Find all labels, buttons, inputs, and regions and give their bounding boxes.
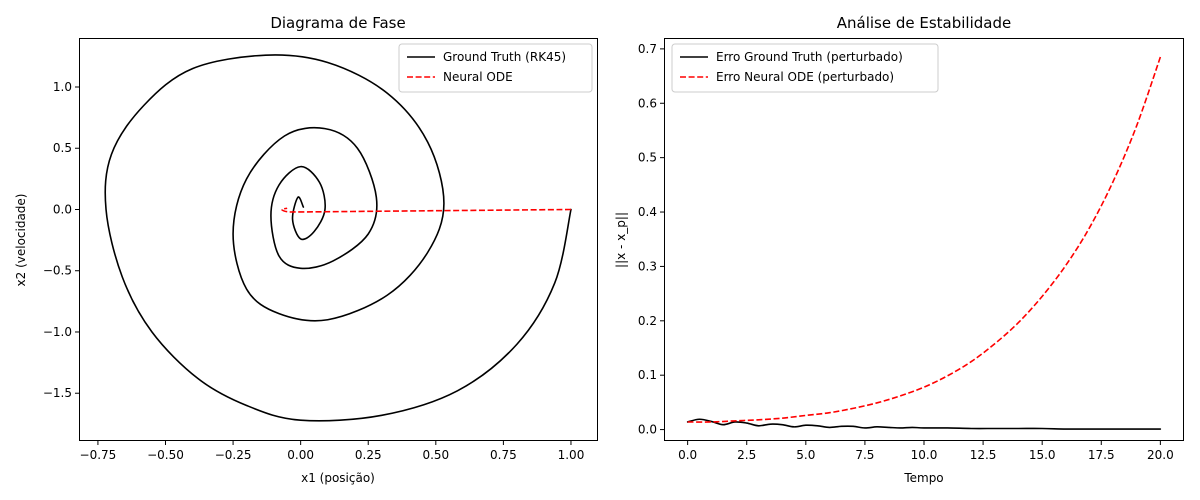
stability-legend: Erro Ground Truth (perturbado) Erro Neura… — [671, 43, 939, 93]
phase-diagram-ytick-label: −1.0 — [43, 325, 72, 339]
stability-ytick-label: 0.0 — [638, 423, 657, 437]
stability-ytick-label: 0.3 — [638, 259, 657, 273]
phase-diagram-series-line-1 — [280, 207, 571, 213]
stability-legend-label-0: Erro Ground Truth (perturbado) — [716, 50, 903, 64]
phase-diagram-xlabel: x1 (posição) — [301, 471, 375, 485]
stability-xtick-label: 2.5 — [737, 448, 756, 462]
stability-series-layer — [686, 56, 1162, 430]
phase-diagram-ytick-label: 1.0 — [53, 80, 72, 94]
phase-diagram-xtick-label: 1.00 — [558, 448, 585, 462]
phase-diagram-legend: Ground Truth (RK45) Neural ODE — [398, 43, 593, 93]
stability-ytick-label: 0.6 — [638, 96, 657, 110]
phase-diagram-ytick-label: −0.5 — [43, 264, 72, 278]
stability-xtick-label: 17.5 — [1088, 448, 1115, 462]
stability-ytick-label: 0.4 — [638, 205, 657, 219]
stability-plot-area: 0.0 2.5 5.0 7.5 10.0 12.5 15.0 17.5 20.0 0.0 0.1 0.… — [638, 38, 1184, 462]
stability-series-line-0 — [686, 418, 1162, 430]
stability-xlabel: Tempo — [903, 471, 943, 485]
stability-legend-label-1: Erro Neural ODE (perturbado) — [716, 70, 894, 84]
stability-xtick-label: 0.0 — [678, 448, 697, 462]
stability-ytick-label: 0.5 — [638, 151, 657, 165]
phase-diagram-panel: Diagrama de Fase x1 (posição) x2 (veloci… — [14, 14, 598, 485]
phase-diagram-xtick-label: −0.25 — [215, 448, 252, 462]
phase-diagram-legend-label-1: Neural ODE — [443, 70, 513, 84]
stability-xtick-label: 20.0 — [1147, 448, 1174, 462]
stability-legend-box — [671, 43, 939, 93]
stability-series-line-1 — [687, 56, 1162, 423]
stability-ytick-label: 0.1 — [638, 368, 657, 382]
stability-title: Análise de Estabilidade — [837, 14, 1011, 32]
stability-panel: Análise de Estabilidade Tempo ||x - x_p|… — [614, 14, 1184, 485]
phase-diagram-legend-box — [398, 43, 593, 93]
phase-diagram-ylabel: x2 (velocidade) — [14, 194, 28, 287]
stability-xtick-label: 7.5 — [855, 448, 874, 462]
phase-diagram-title: Diagrama de Fase — [270, 14, 405, 32]
phase-diagram-xtick-label: 0.50 — [422, 448, 449, 462]
phase-diagram-series-layer — [104, 54, 572, 422]
stability-ytick-label: 0.2 — [638, 314, 657, 328]
phase-diagram-xtick-label: 0.25 — [355, 448, 382, 462]
stability-xtick-label: 5.0 — [796, 448, 815, 462]
stability-xtick-label: 12.5 — [970, 448, 997, 462]
phase-diagram-xtick-label: 0.00 — [287, 448, 314, 462]
stability-ylabel: ||x - x_p|| — [614, 212, 628, 268]
phase-diagram-xtick-label: −0.75 — [80, 448, 117, 462]
phase-diagram-series-line-0 — [104, 54, 572, 422]
phase-diagram-xtick-label: −0.50 — [147, 448, 184, 462]
phase-diagram-ytick-label: 0.0 — [53, 202, 72, 216]
stability-ytick-label: 0.7 — [638, 42, 657, 56]
stability-xtick-label: 15.0 — [1029, 448, 1056, 462]
phase-diagram-plot-area: −0.75 −0.50 −0.25 0.00 0.25 0.50 0.75 1.00 −1.5 −… — [43, 38, 598, 462]
phase-diagram-ytick-label: −1.5 — [43, 386, 72, 400]
phase-diagram-legend-label-0: Ground Truth (RK45) — [443, 50, 566, 64]
phase-diagram-xtick-label: 0.75 — [490, 448, 517, 462]
phase-diagram-ytick-label: 0.5 — [53, 141, 72, 155]
phase-diagram-axes-frame — [79, 38, 598, 441]
stability-axes-frame — [664, 38, 1184, 441]
stability-xtick-label: 10.0 — [911, 448, 938, 462]
